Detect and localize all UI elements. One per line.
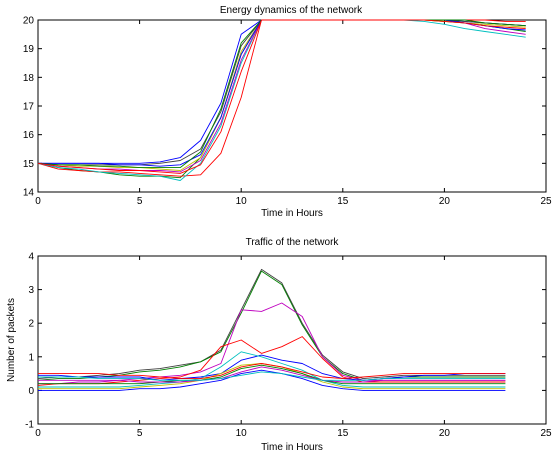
traffic-chart: Traffic of the network 0 5 10 15 20 25-101234… xyxy=(6,237,552,453)
energy-ytick-label: 18 xyxy=(23,73,35,84)
traffic-series-line-3 xyxy=(37,336,506,386)
traffic-ytick-label: 3 xyxy=(28,285,34,296)
energy-xtick-label: 5 xyxy=(137,196,143,207)
traffic-plot-area xyxy=(37,255,547,425)
energy-xtick-label: 0 xyxy=(35,196,41,207)
traffic-ytick-label: 0 xyxy=(28,386,34,397)
energy-ytick-label: 17 xyxy=(23,102,35,113)
energy-xtick-label: 15 xyxy=(337,196,349,207)
energy-ticks: 0 5 10 15 20 25 14 15 16 17 18 19 20 xyxy=(23,16,552,208)
energy-xtick-label: 25 xyxy=(540,196,552,207)
traffic-series-line-5 xyxy=(38,351,506,388)
traffic-xtick-label: 25 xyxy=(540,428,552,439)
energy-ytick-label: 16 xyxy=(23,130,35,141)
traffic-ytick-label: 4 xyxy=(28,252,34,263)
traffic-xtick-label: 20 xyxy=(439,428,451,439)
energy-x-axis-label: Time in Hours xyxy=(261,208,323,219)
traffic-ytick-label: 1 xyxy=(28,352,34,363)
traffic-ytick-label: -1 xyxy=(25,420,34,431)
energy-chart-title: Energy dynamics of the network xyxy=(220,5,363,16)
traffic-y-axis-label: Number of packets xyxy=(6,298,17,382)
energy-ytick-label: 14 xyxy=(23,188,35,199)
energy-xtick-label: 20 xyxy=(439,196,451,207)
energy-ytick-label: 20 xyxy=(23,16,35,27)
traffic-xtick-label: 15 xyxy=(337,428,349,439)
traffic-series-line-11 xyxy=(38,371,506,381)
traffic-chart-title: Traffic of the network xyxy=(246,237,340,248)
traffic-xtick-label: 5 xyxy=(137,428,143,439)
energy-series xyxy=(37,19,526,181)
traffic-xtick-label: 10 xyxy=(236,428,248,439)
traffic-series xyxy=(37,268,506,391)
energy-series-line-9 xyxy=(37,19,526,174)
traffic-series-line-1 xyxy=(37,270,506,381)
energy-chart: Energy dynamics of the network 0 5 10 15 20 2… xyxy=(23,5,552,219)
traffic-series-line-9 xyxy=(38,366,506,383)
traffic-series-line-7 xyxy=(38,363,506,380)
traffic-ytick-label: 2 xyxy=(28,319,34,330)
traffic-x-axis-label: Time in Hours xyxy=(261,442,323,453)
traffic-series-line-4 xyxy=(38,354,506,381)
energy-ytick-label: 15 xyxy=(23,159,35,170)
traffic-series-line-10 xyxy=(38,369,506,391)
energy-xtick-label: 10 xyxy=(236,196,248,207)
energy-ytick-label: 19 xyxy=(23,44,35,55)
traffic-series-line-8 xyxy=(38,364,506,385)
traffic-xtick-label: 0 xyxy=(35,428,41,439)
